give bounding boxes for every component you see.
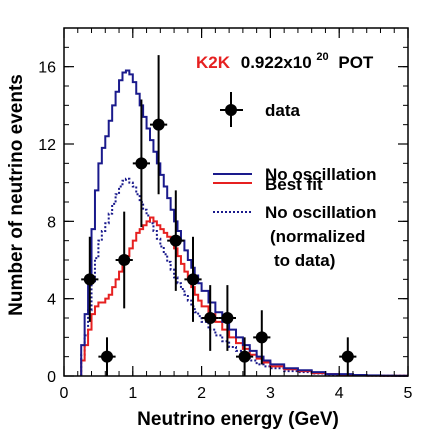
legend-label-normalized-1: No oscillation — [265, 203, 376, 222]
series-line-no-oscillation-normalized-to-data — [80, 177, 408, 377]
data-point — [135, 157, 148, 170]
legend-label-best-fit: Best fit — [265, 175, 323, 194]
header-exponent: 20 — [316, 51, 328, 63]
data-point — [101, 350, 113, 363]
svg-text:K2K 0.922x10 20: K2K 0.922x10 20 POT — [196, 45, 374, 72]
data-point — [118, 254, 131, 266]
data-points-group — [81, 55, 357, 376]
legend-entry-normalized: No oscillation (normalized to data) — [213, 203, 376, 270]
y-axis-label: Number of neutrino events — [6, 74, 27, 316]
data-point — [83, 273, 96, 286]
x-tick-label: 3 — [266, 385, 275, 402]
y-tick-label: 12 — [38, 137, 56, 154]
legend-entry-data: data — [220, 92, 301, 127]
legend-entry-best-fit: Best fit — [213, 175, 323, 194]
x-tick-label: 2 — [197, 385, 206, 402]
legend-label-normalized-2: (normalized — [270, 227, 365, 246]
series-line-no-oscillation — [80, 69, 408, 377]
header-exposure: 0.922x10 — [241, 53, 312, 72]
y-tick-label: 0 — [47, 369, 56, 386]
header-unit: POT — [338, 53, 374, 72]
legend-label-normalized-3: to data) — [274, 251, 335, 270]
data-point — [187, 273, 199, 286]
x-tick-label: 1 — [128, 385, 137, 402]
x-tick-label: 4 — [335, 385, 344, 402]
y-tick-label: 4 — [47, 292, 56, 309]
header-experiment: K2K — [196, 53, 231, 72]
data-point — [169, 234, 182, 247]
data-point — [238, 350, 251, 363]
histogram-group — [80, 69, 408, 377]
y-tick-label: 8 — [47, 214, 56, 231]
data-point — [204, 312, 217, 324]
legend-data-marker — [225, 104, 237, 116]
legend-label-no-oscillation: No oscillation — [265, 165, 376, 184]
data-point — [221, 312, 234, 324]
y-tick-label: 16 — [38, 60, 56, 77]
header-label: K2K 0.922x10 20 POT — [196, 45, 374, 72]
data-point — [255, 331, 268, 344]
x-tick-label: 5 — [404, 385, 413, 402]
data-point — [341, 350, 354, 363]
x-axis-label: Neutrino energy (GeV) — [137, 409, 339, 430]
data-point — [152, 118, 165, 131]
legend-label-data: data — [265, 101, 301, 120]
x-tick-label: 0 — [60, 385, 69, 402]
legend: data No oscillation Best fit No oscillat… — [213, 92, 376, 270]
axis-ticks-group — [63, 27, 409, 377]
legend-entry-no-oscillation: No oscillation — [213, 165, 376, 184]
